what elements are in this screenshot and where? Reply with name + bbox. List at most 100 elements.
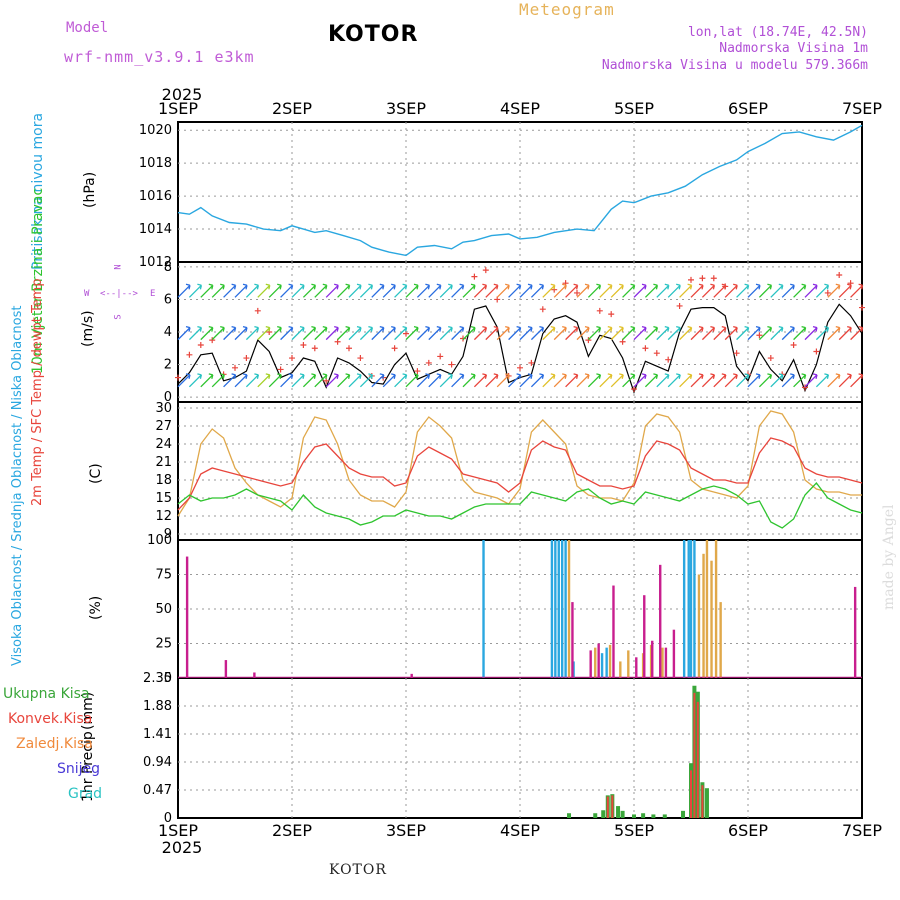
wind-barb [462, 373, 476, 388]
y-tick-label: 100 [147, 533, 172, 548]
total-precip-bar [651, 814, 656, 818]
wind-barb [485, 325, 499, 341]
mid-cloud-bar [619, 661, 622, 678]
y-tick-label: 15 [155, 491, 172, 506]
y-tick-label: 50 [155, 602, 172, 617]
wind-barb [462, 283, 476, 298]
low-cloud-bar [672, 629, 676, 678]
gust-marker [494, 296, 501, 303]
wind-barb [473, 283, 488, 298]
wind-barb [496, 325, 510, 341]
gust-marker [346, 345, 352, 352]
gust-marker [699, 275, 706, 282]
gust-marker [836, 272, 843, 279]
wind-barb [223, 325, 237, 341]
wind-barb [234, 325, 248, 341]
wind-barb [667, 373, 681, 388]
high-cloud-bar [600, 653, 604, 678]
wind-barb [827, 325, 841, 341]
wind-barb [223, 373, 237, 388]
wind-barb [850, 283, 864, 298]
wind-barb [405, 325, 419, 341]
y-tick-label: 1012 [139, 255, 172, 270]
wind-barb [724, 325, 738, 341]
wind-barb [188, 325, 203, 341]
high-cloud-bar [689, 540, 693, 678]
mid-cloud-bar [608, 644, 612, 678]
low-cloud-bar [224, 660, 228, 678]
wind-barb [530, 325, 545, 341]
y-tick-label: 18 [155, 473, 172, 488]
wind-barb [701, 325, 716, 341]
gust-marker [813, 348, 820, 355]
wind-barb [576, 373, 590, 388]
x-tick-label-bottom: 2SEP [272, 821, 312, 840]
wind-barb [348, 283, 362, 298]
high-cloud-bar [482, 540, 485, 678]
wind-barb [348, 373, 362, 388]
y-tick-label: 2 [164, 358, 172, 373]
low-cloud-bar [853, 586, 857, 678]
wind-barb [565, 283, 579, 298]
convective-precip-bar [606, 796, 609, 818]
wind-barb [496, 283, 510, 298]
y-tick-label: 1.88 [143, 699, 172, 714]
wind-barb [679, 373, 693, 388]
wind-barb [371, 325, 385, 341]
total-precip-bar [704, 788, 709, 818]
total-precip-bar [641, 813, 646, 818]
wind-barb [291, 283, 305, 298]
mid-cloud-bar [627, 650, 630, 678]
wind-barb [747, 283, 761, 298]
footer-location: KOTOR [329, 862, 387, 878]
gust-marker [334, 338, 341, 345]
wind-barb [291, 373, 305, 388]
gust-marker [425, 359, 432, 366]
wind-compass: N W E S <--|--> [84, 262, 164, 322]
gust-marker [517, 364, 523, 371]
y-tick-label: 30 [155, 401, 172, 416]
wind-barb [565, 373, 579, 388]
wind-barb [576, 283, 590, 298]
wind-barb [268, 373, 282, 388]
wind-barb [291, 325, 305, 341]
wind-barb [724, 373, 738, 388]
wind-barb [815, 283, 830, 298]
wind-barb [804, 325, 818, 341]
wind-barb [394, 373, 408, 388]
wind-barb [599, 283, 613, 298]
wind-barb [348, 325, 362, 341]
lonlat-label: lon,lat (18.74E, 42.5N) [687, 25, 868, 40]
convective-precip-bar [696, 701, 699, 818]
wind-barb [587, 373, 602, 388]
wind-barb [644, 283, 659, 298]
wind-barb [838, 325, 852, 341]
gust-marker [254, 307, 261, 314]
mid-cloud-bar [594, 647, 597, 678]
y-tick-label: 1016 [139, 189, 172, 204]
wind-barb [428, 325, 442, 341]
x-tick-label-bottom: 3SEP [386, 821, 426, 840]
x-tick-label-bottom: 5SEP [614, 821, 654, 840]
wind-barb [519, 373, 533, 388]
y-tick-label: 1020 [139, 123, 172, 138]
elevation-label: Nadmorska Visina 1m [719, 41, 868, 56]
wind-barb [679, 283, 693, 298]
wind-barb [587, 283, 602, 298]
credit-label: made by Angel [881, 504, 897, 611]
wind-barb [690, 373, 704, 388]
model-label: Model [66, 20, 109, 36]
wind-barb [428, 373, 442, 388]
wind-barb [793, 325, 807, 341]
wind-barb [359, 325, 374, 341]
y-tick-label: 1014 [139, 222, 172, 237]
x-tick-label-bottom: 6SEP [728, 821, 768, 840]
wind-barb [736, 283, 750, 298]
wind-barb [268, 283, 282, 298]
wind-barb [211, 373, 225, 388]
high-cloud-bar [687, 540, 690, 678]
wind-barb [622, 325, 636, 341]
wind-barb [485, 373, 499, 388]
wind-barb [667, 283, 681, 298]
